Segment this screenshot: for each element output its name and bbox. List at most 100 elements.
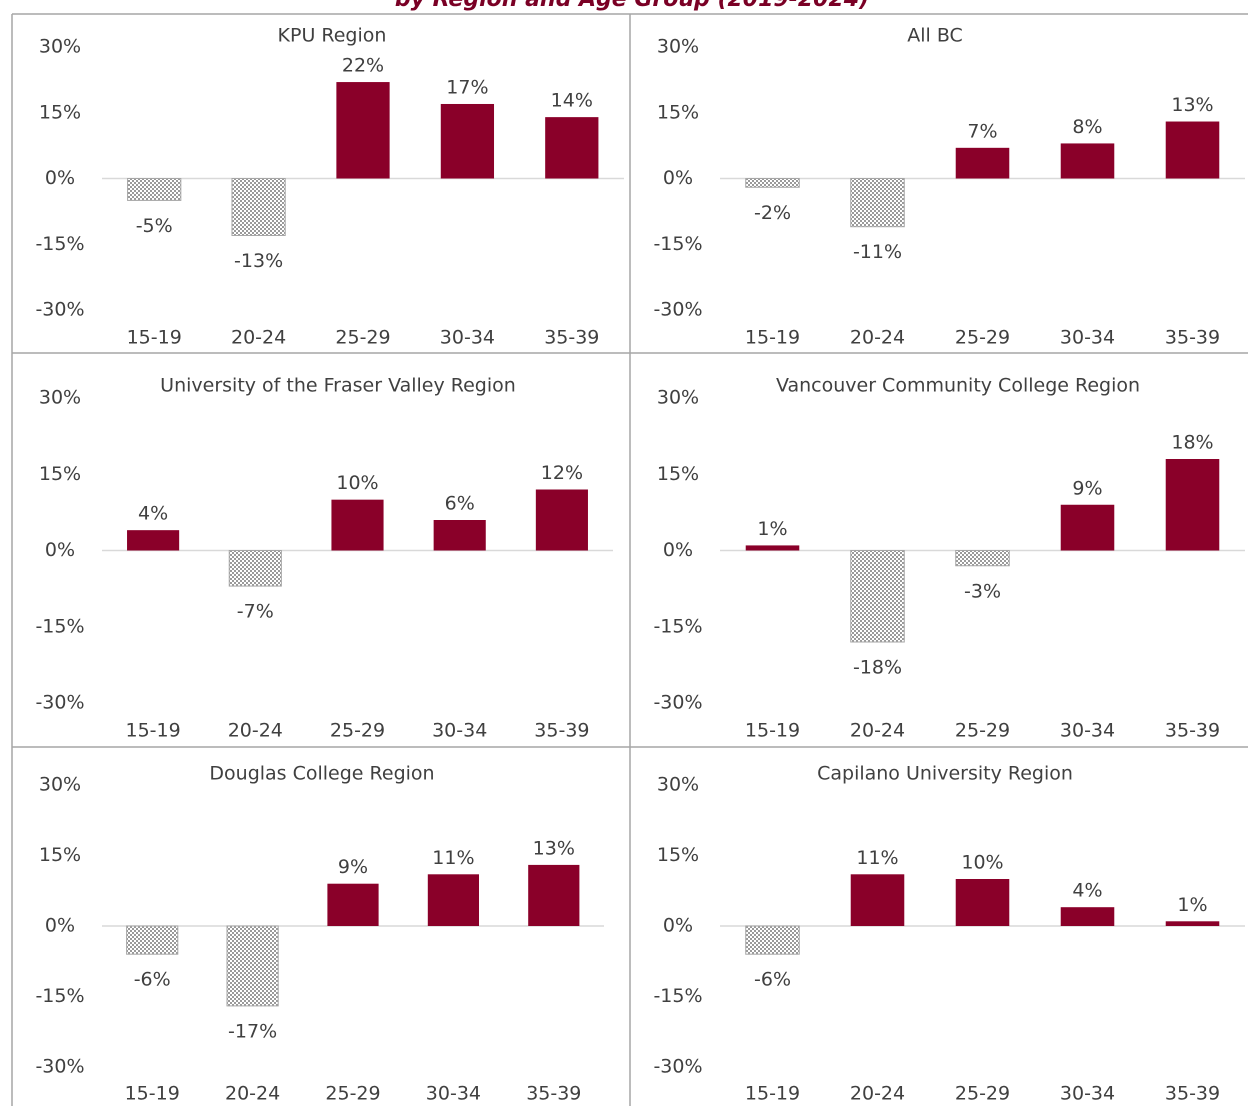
bar <box>126 925 179 955</box>
value-label: 11% <box>856 847 898 869</box>
x-tick-label: 25-29 <box>335 327 390 349</box>
x-tick-label: 25-29 <box>955 327 1010 349</box>
value-label: 14% <box>551 90 593 112</box>
y-tick-label: -15% <box>35 615 84 637</box>
y-tick-label: 0% <box>45 539 75 561</box>
value-label: 18% <box>1171 432 1213 454</box>
value-label: -11% <box>853 241 902 263</box>
x-tick-label: 35-39 <box>1165 1083 1220 1105</box>
x-tick-label: 20-24 <box>850 327 905 349</box>
x-tick-label: 15-19 <box>745 327 800 349</box>
y-tick-label: -30% <box>35 1056 84 1078</box>
panel-title: Capilano University Region <box>817 763 1073 785</box>
y-tick-label: 30% <box>39 774 81 796</box>
bar <box>336 82 390 179</box>
panel-title: Vancouver Community College Region <box>776 375 1140 397</box>
value-label: 9% <box>1072 477 1102 499</box>
y-tick-label: 30% <box>657 36 699 58</box>
value-label: 1% <box>1177 894 1207 916</box>
value-label: 6% <box>445 493 475 515</box>
y-tick-label: 0% <box>663 167 693 189</box>
y-tick-label: 30% <box>39 387 81 409</box>
bar <box>745 545 800 551</box>
x-tick-label: 20-24 <box>228 720 283 742</box>
y-tick-label: 30% <box>657 774 699 796</box>
bar <box>228 550 282 587</box>
x-tick-label: 30-34 <box>1060 720 1115 742</box>
x-tick-label: 20-24 <box>231 327 286 349</box>
panel-borders <box>11 13 1248 1106</box>
value-label: -2% <box>754 202 791 224</box>
bar <box>127 178 182 201</box>
x-tick-label: 20-24 <box>225 1083 280 1105</box>
bar <box>433 520 486 551</box>
x-tick-label: 20-24 <box>850 720 905 742</box>
value-label: 11% <box>432 847 474 869</box>
bar <box>440 103 495 179</box>
y-tick-label: -30% <box>653 1056 702 1078</box>
y-tick-label: 15% <box>657 463 699 485</box>
y-tick-label: 15% <box>39 463 81 485</box>
y-tick-label: -15% <box>35 985 84 1007</box>
bar <box>955 879 1010 926</box>
value-label: 10% <box>961 852 1003 874</box>
value-label: 1% <box>757 518 787 540</box>
bar <box>1165 459 1220 551</box>
value-label: 12% <box>541 462 583 484</box>
bar <box>955 550 1010 567</box>
y-tick-label: -30% <box>35 692 84 714</box>
x-tick-label: 30-34 <box>432 720 487 742</box>
x-tick-label: 35-39 <box>544 327 599 349</box>
value-label: 9% <box>338 856 368 878</box>
bar <box>745 925 800 955</box>
bar <box>850 874 905 926</box>
y-tick-label: 15% <box>657 844 699 866</box>
bar <box>427 874 480 926</box>
x-tick-label: 25-29 <box>330 720 385 742</box>
bar <box>535 489 588 551</box>
bar <box>1165 921 1220 926</box>
x-tick-label: 25-29 <box>325 1083 380 1105</box>
bar <box>545 117 599 179</box>
y-tick-label: 0% <box>663 539 693 561</box>
value-label: -7% <box>237 601 274 623</box>
value-label: -18% <box>853 657 902 679</box>
x-tick-label: 30-34 <box>1060 1083 1115 1105</box>
y-tick-label: 0% <box>45 915 75 937</box>
x-tick-label: 35-39 <box>526 1083 581 1105</box>
value-label: -5% <box>136 215 173 237</box>
value-label: -6% <box>134 969 171 991</box>
y-tick-label: -15% <box>653 615 702 637</box>
x-tick-label: 30-34 <box>426 1083 481 1105</box>
y-tick-label: 15% <box>39 844 81 866</box>
value-label: 4% <box>138 503 168 525</box>
bar <box>1165 121 1220 179</box>
y-tick-label: 30% <box>657 387 699 409</box>
value-label: 7% <box>967 120 997 142</box>
value-label: 4% <box>1072 880 1102 902</box>
x-tick-label: 15-19 <box>127 327 182 349</box>
y-tick-label: 15% <box>39 101 81 123</box>
bar <box>226 925 279 1007</box>
bar <box>1060 504 1115 551</box>
bar <box>127 530 180 551</box>
y-tick-label: -15% <box>653 233 702 255</box>
x-tick-label: 15-19 <box>125 720 180 742</box>
x-tick-label: 35-39 <box>534 720 589 742</box>
value-label: -17% <box>228 1020 277 1042</box>
y-tick-label: -15% <box>35 233 84 255</box>
value-label: 10% <box>336 472 378 494</box>
x-tick-label: 35-39 <box>1165 327 1220 349</box>
y-tick-label: -30% <box>35 299 84 321</box>
y-tick-label: -30% <box>653 692 702 714</box>
x-tick-label: 20-24 <box>850 1083 905 1105</box>
bar <box>850 178 905 228</box>
y-tick-label: -15% <box>653 985 702 1007</box>
y-tick-label: 0% <box>45 167 75 189</box>
value-label: 22% <box>342 55 384 77</box>
bar <box>528 864 580 926</box>
bar <box>745 178 800 188</box>
x-tick-label: 25-29 <box>955 720 1010 742</box>
value-label: 13% <box>1171 94 1213 116</box>
